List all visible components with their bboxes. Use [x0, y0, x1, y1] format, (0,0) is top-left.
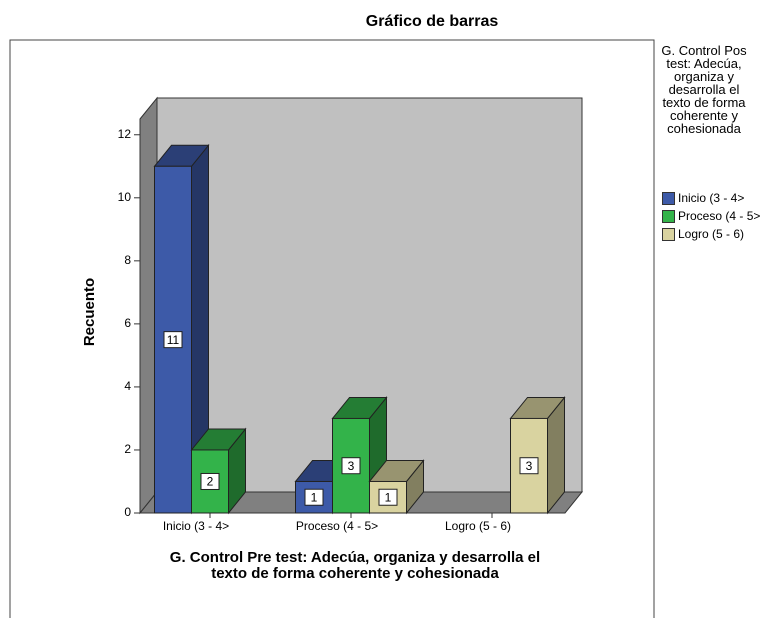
value-label: 2 — [207, 475, 214, 489]
y-tick-label: 10 — [118, 190, 132, 204]
y-tick-label: 0 — [124, 505, 131, 519]
legend-swatch — [662, 209, 675, 223]
value-label-box — [519, 457, 539, 475]
legend-label: Inicio (3 - 4> — [678, 191, 745, 205]
value-label: 11 — [167, 333, 180, 347]
y-tick-label: 6 — [124, 316, 131, 330]
value-label: 3 — [526, 459, 533, 473]
x-tick-label: Logro (5 - 6) — [445, 519, 511, 533]
value-label-box — [378, 488, 398, 506]
value-label-box — [163, 331, 183, 349]
x-tick-label: Proceso (4 - 5> — [296, 519, 378, 533]
y-tick-label: 2 — [124, 442, 131, 456]
chart-title: Gráfico de barras — [366, 13, 499, 30]
value-label: 1 — [385, 490, 392, 504]
value-label: 1 — [311, 490, 318, 504]
legend-label: Proceso (4 - 5> — [678, 209, 761, 223]
y-tick-label: 4 — [124, 379, 131, 393]
legend-item: Proceso (4 - 5> — [662, 209, 760, 223]
legend-item: Inicio (3 - 4> — [662, 191, 744, 205]
y-tick-label: 12 — [118, 127, 132, 141]
x-tick-label: Inicio (3 - 4> — [163, 519, 229, 533]
value-label: 3 — [348, 459, 355, 473]
legend-item: Logro (5 - 6) — [662, 227, 744, 241]
legend-label: Logro (5 - 6) — [678, 227, 745, 241]
x-axis-title: G. Control Pre test: Adecúa, organiza y … — [169, 549, 541, 582]
legend-swatch — [662, 227, 675, 241]
legend-title: G. Control Pos test: Adecúa, organiza y … — [661, 43, 747, 136]
value-label-box — [341, 457, 361, 475]
legend-swatch — [662, 191, 675, 205]
value-label-box — [200, 472, 220, 490]
y-tick-label: 8 — [124, 253, 131, 267]
value-label-box — [304, 488, 324, 506]
y-axis-title: Recuento — [81, 278, 98, 346]
